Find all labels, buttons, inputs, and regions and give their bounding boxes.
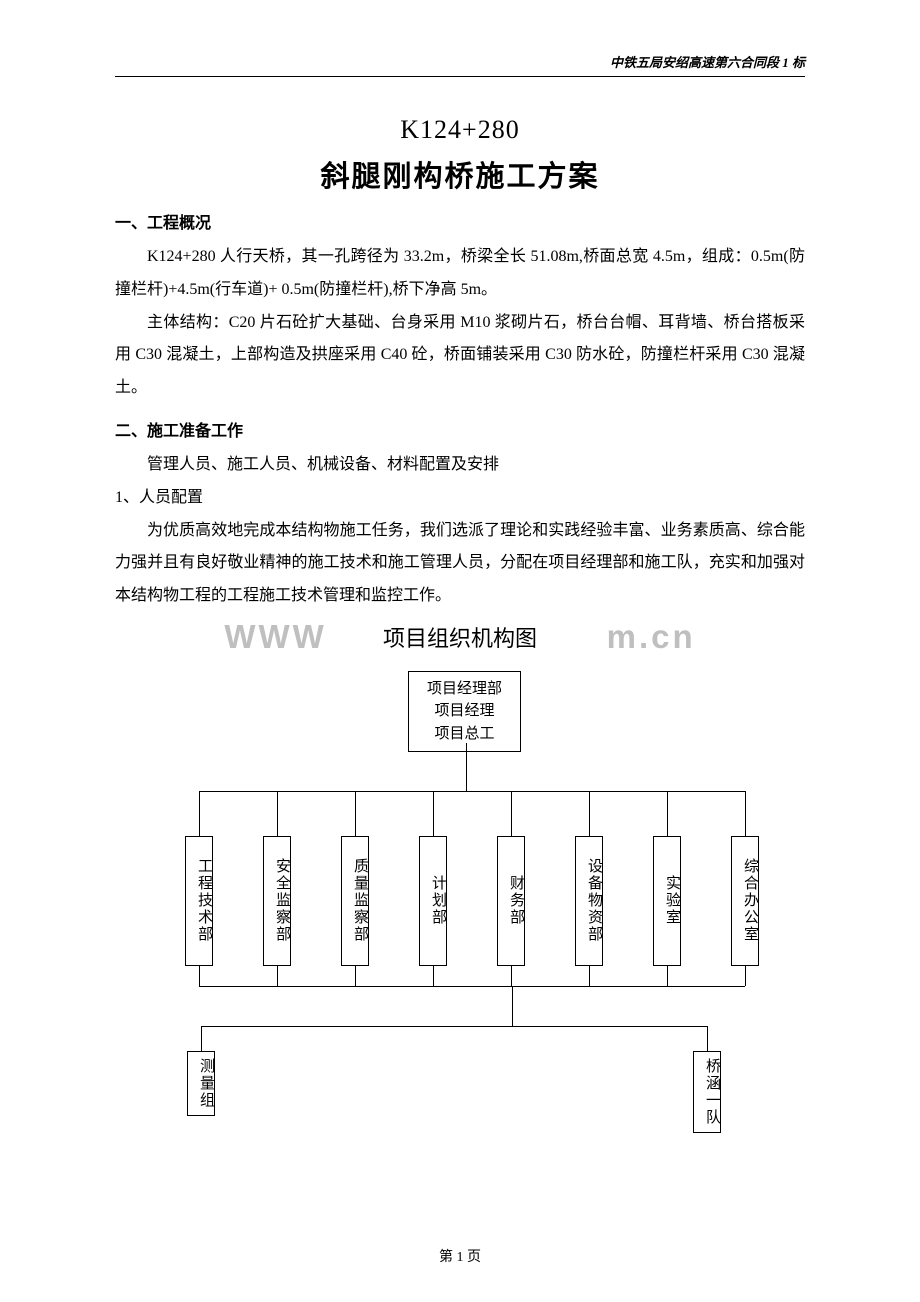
connector-line: [199, 791, 200, 836]
paragraph: K124+280 人行天桥，其一孔跨径为 33.2m，桥梁全长 51.08m,桥…: [115, 241, 805, 307]
connector-line: [707, 1026, 708, 1051]
org-dept-box: 实验室: [653, 836, 681, 966]
watermark-right: m.cn: [607, 618, 696, 655]
paragraph: 管理人员、施工人员、机械设备、材料配置及安排: [115, 449, 805, 482]
connector-line: [201, 1026, 707, 1027]
connector-line: [466, 743, 467, 791]
page-number: 第 1 页: [0, 1246, 920, 1266]
org-chart-title-wrap: WWW m.cn 项目组织机构图: [115, 621, 805, 653]
org-dept-box: 设备物资部: [575, 836, 603, 966]
org-dept-box: 综合办公室: [731, 836, 759, 966]
org-chart: 项目经理部项目经理项目总工工程技术部 安全监察部 质量监察部 计划部 财务部 设备物资部 实…: [115, 671, 805, 1171]
connector-line: [667, 791, 668, 836]
org-chart-title: 项目组织机构图: [383, 621, 537, 653]
title-main: 斜腿刚构桥施工方案: [115, 153, 805, 195]
connector-line: [199, 966, 200, 986]
org-dept-box: 财务部: [497, 836, 525, 966]
connector-line: [745, 791, 746, 836]
org-team-box: 桥涵一队: [693, 1051, 721, 1133]
page-container: 中铁五局安绍高速第六合同段 1 标 K124+280 斜腿刚构桥施工方案 一、工…: [0, 0, 920, 1211]
connector-line: [511, 791, 512, 836]
org-team-box: 测量组: [187, 1051, 215, 1116]
watermark-left: WWW: [224, 618, 326, 655]
connector-line: [277, 791, 278, 836]
connector-line: [199, 791, 745, 792]
connector-line: [355, 966, 356, 986]
org-top-box: 项目经理部项目经理项目总工: [408, 671, 521, 753]
org-dept-box: 计划部: [419, 836, 447, 966]
connector-line: [667, 966, 668, 986]
connector-line: [589, 966, 590, 986]
org-dept-box: 质量监察部: [341, 836, 369, 966]
org-dept-box: 安全监察部: [263, 836, 291, 966]
title-block: K124+280 斜腿刚构桥施工方案: [115, 115, 805, 195]
connector-line: [355, 791, 356, 836]
connector-line: [589, 791, 590, 836]
sub-item-label: 1、人员配置: [115, 482, 805, 515]
paragraph: 为优质高效地完成本结构物施工任务，我们选派了理论和实践经验丰富、业务素质高、综合…: [115, 515, 805, 613]
connector-line: [512, 986, 513, 1026]
org-dept-box: 工程技术部: [185, 836, 213, 966]
connector-line: [277, 966, 278, 986]
section-heading-2: 二、施工准备工作: [115, 417, 805, 441]
connector-line: [511, 966, 512, 986]
header-rule: [115, 76, 805, 77]
connector-line: [201, 1026, 202, 1051]
running-header: 中铁五局安绍高速第六合同段 1 标: [610, 52, 805, 71]
connector-line: [199, 986, 745, 987]
title-code: K124+280: [115, 115, 805, 145]
connector-line: [433, 966, 434, 986]
connector-line: [433, 791, 434, 836]
paragraph: 主体结构：C20 片石砼扩大基础、台身采用 M10 浆砌片石，桥台台帽、耳背墙、…: [115, 307, 805, 405]
connector-line: [745, 966, 746, 986]
section-heading-1: 一、工程概况: [115, 209, 805, 233]
